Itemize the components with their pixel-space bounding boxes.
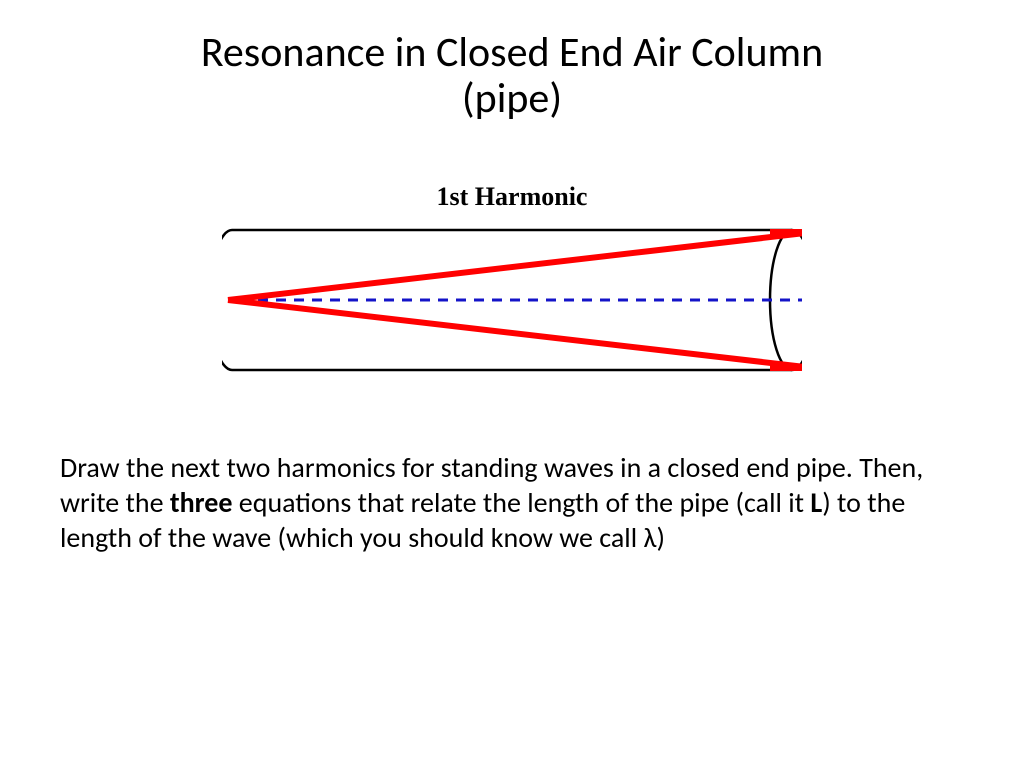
title-line1: Resonance in Closed End Air Column bbox=[201, 27, 823, 78]
text-part: equations that relate the length of the … bbox=[232, 485, 810, 520]
title-line2: (pipe) bbox=[462, 73, 562, 124]
pipe-diagram bbox=[222, 220, 802, 380]
bold-L: L bbox=[810, 485, 822, 520]
slide-title: Resonance in Closed End Air Column (pipe… bbox=[60, 30, 964, 122]
diagram-container: 1st Harmonic bbox=[60, 182, 964, 380]
text-part: ) bbox=[656, 520, 665, 555]
diagram-label: 1st Harmonic bbox=[437, 182, 588, 212]
instruction-text: Draw the next two harmonics for standing… bbox=[60, 450, 964, 555]
lambda-symbol: λ bbox=[643, 520, 656, 555]
slide: Resonance in Closed End Air Column (pipe… bbox=[0, 0, 1024, 768]
bold-three: three bbox=[170, 485, 233, 520]
